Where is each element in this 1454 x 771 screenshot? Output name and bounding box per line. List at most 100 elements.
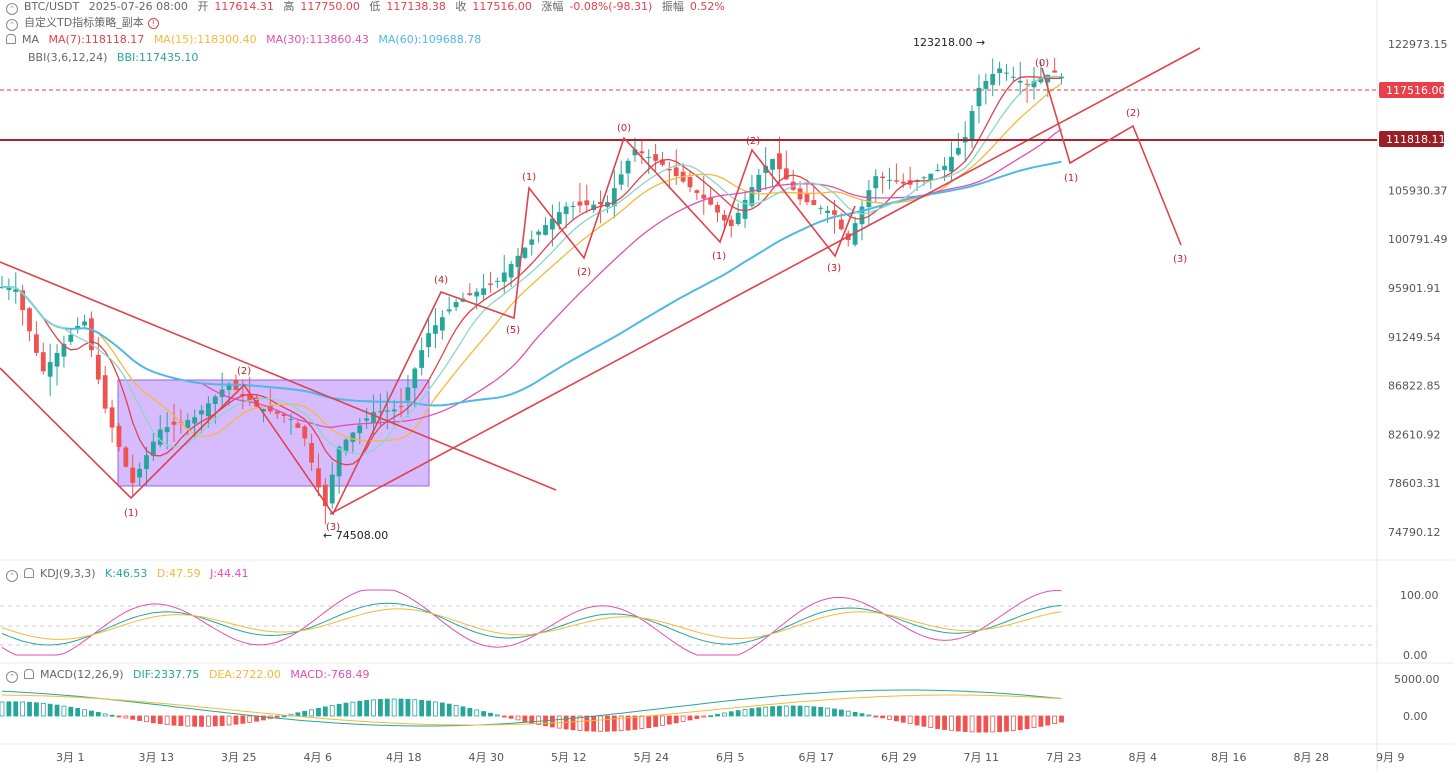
strategy-header: ⌃ 自定义TD指标策略_副本! [6,16,165,31]
candle-body [405,387,411,401]
candle-body [494,280,500,282]
candle-body [247,393,253,402]
candle-body [302,426,308,439]
candle-body [577,201,583,206]
candle-body [921,177,927,179]
macd-tick-label: 0.00 [1403,710,1428,723]
candle-body [54,352,60,367]
wave-label: (0) [617,123,631,134]
candle-body [240,393,246,396]
candle-body [261,409,266,412]
alert-bell-icon[interactable] [24,669,34,679]
macd-histogram-bar [185,715,191,727]
macd-histogram-bar [20,701,26,717]
macd-histogram-bar [1017,715,1023,731]
wave-label: (3) [827,263,841,274]
alert-bell-icon[interactable] [24,568,34,578]
macd-histogram-bar [357,700,363,717]
date-tick-label: 8月 28 [1294,751,1330,764]
date-tick-label: 3月 25 [221,751,257,764]
macd-histogram-bar [536,715,542,725]
macd-histogram-bar [157,715,163,725]
macd-histogram-bar [329,705,335,717]
date-tick-label: 7月 23 [1046,751,1082,764]
date-tick-label: 6月 29 [881,751,917,764]
candle-body [777,153,782,170]
candle-body [529,239,535,245]
macd-histogram-bar [618,715,624,732]
collapse-icon[interactable]: ⌃ [6,671,18,683]
candle-body [102,375,108,409]
macd-histogram-bar [639,715,645,729]
macd-histogram-bar [247,715,253,723]
consolidation-box [117,379,430,487]
candle-body [632,149,638,156]
candle-body [150,441,156,456]
macd-histogram-bar [928,715,934,728]
candle-body [467,293,473,296]
candle-body [322,484,328,507]
macd-histogram-bar [453,705,459,717]
macd-histogram-bar [955,715,961,732]
candle-body [990,74,996,85]
macd-histogram-bar [673,715,679,724]
candle-body [1052,70,1058,73]
macd-histogram-bar [866,714,872,717]
wave-label: (1) [124,508,138,519]
kdj-header: ⌃ KDJ(9,3,3) K:46.53 D:47.59 J:44.41 [6,567,255,582]
candle-body [1010,76,1016,78]
macd-histogram-bar [426,700,431,717]
wave-label: (5) [506,325,520,336]
candle-body [384,410,390,412]
macd-histogram-bar [102,713,108,717]
collapse-icon[interactable]: ⌃ [6,3,18,15]
candle-body [281,413,287,416]
macd-histogram-bar [27,701,32,717]
macd-tick-label: 5000.00 [1394,673,1440,686]
candle-body [267,405,273,412]
candle-body [439,317,445,331]
macd-histogram-bar [295,712,301,717]
candle-body [1004,72,1009,74]
macd-histogram-bar [873,715,879,718]
collapse-icon[interactable]: ⌃ [6,19,18,31]
price-tick-label: 100791.49 [1388,233,1448,246]
candle-body [109,407,115,428]
macd-histogram-bar [95,712,101,717]
macd-histogram-bar [770,706,775,717]
candle-body [1038,77,1044,83]
macd-histogram-bar [550,715,555,728]
candle-body [852,223,858,245]
macd-dea-line [1,694,1062,726]
candle-body [329,474,335,504]
macd-histogram-bar [261,715,266,721]
wave-label: (1) [1064,173,1078,184]
macd-histogram-bar [281,715,287,718]
candle-body [914,181,920,183]
collapse-icon[interactable]: ⌃ [6,570,18,582]
macd-histogram-bar [377,699,383,717]
candle-body [625,160,631,174]
projection-line [1041,67,1182,246]
macd-histogram-bar [598,715,603,732]
low-annotation: ← 74508.00 [323,529,388,542]
macd-histogram-bar [144,715,149,723]
warning-icon[interactable]: ! [147,18,159,29]
candle-body [797,188,803,200]
wave-label: (1) [712,251,726,262]
candle-body [804,194,810,203]
macd-histogram-bar [240,715,246,724]
macd-histogram-bar [1059,715,1064,723]
candle-body [13,289,19,292]
macd-histogram-bar [611,715,617,732]
candle-body [34,334,39,353]
candle-body [900,181,906,184]
macd-histogram-bar [47,703,53,717]
candle-body [75,325,81,330]
candle-body [47,362,53,377]
candle-body [550,218,555,230]
alert-bell-icon[interactable] [6,34,16,44]
candle-body [219,389,225,397]
candle-body [942,165,947,171]
